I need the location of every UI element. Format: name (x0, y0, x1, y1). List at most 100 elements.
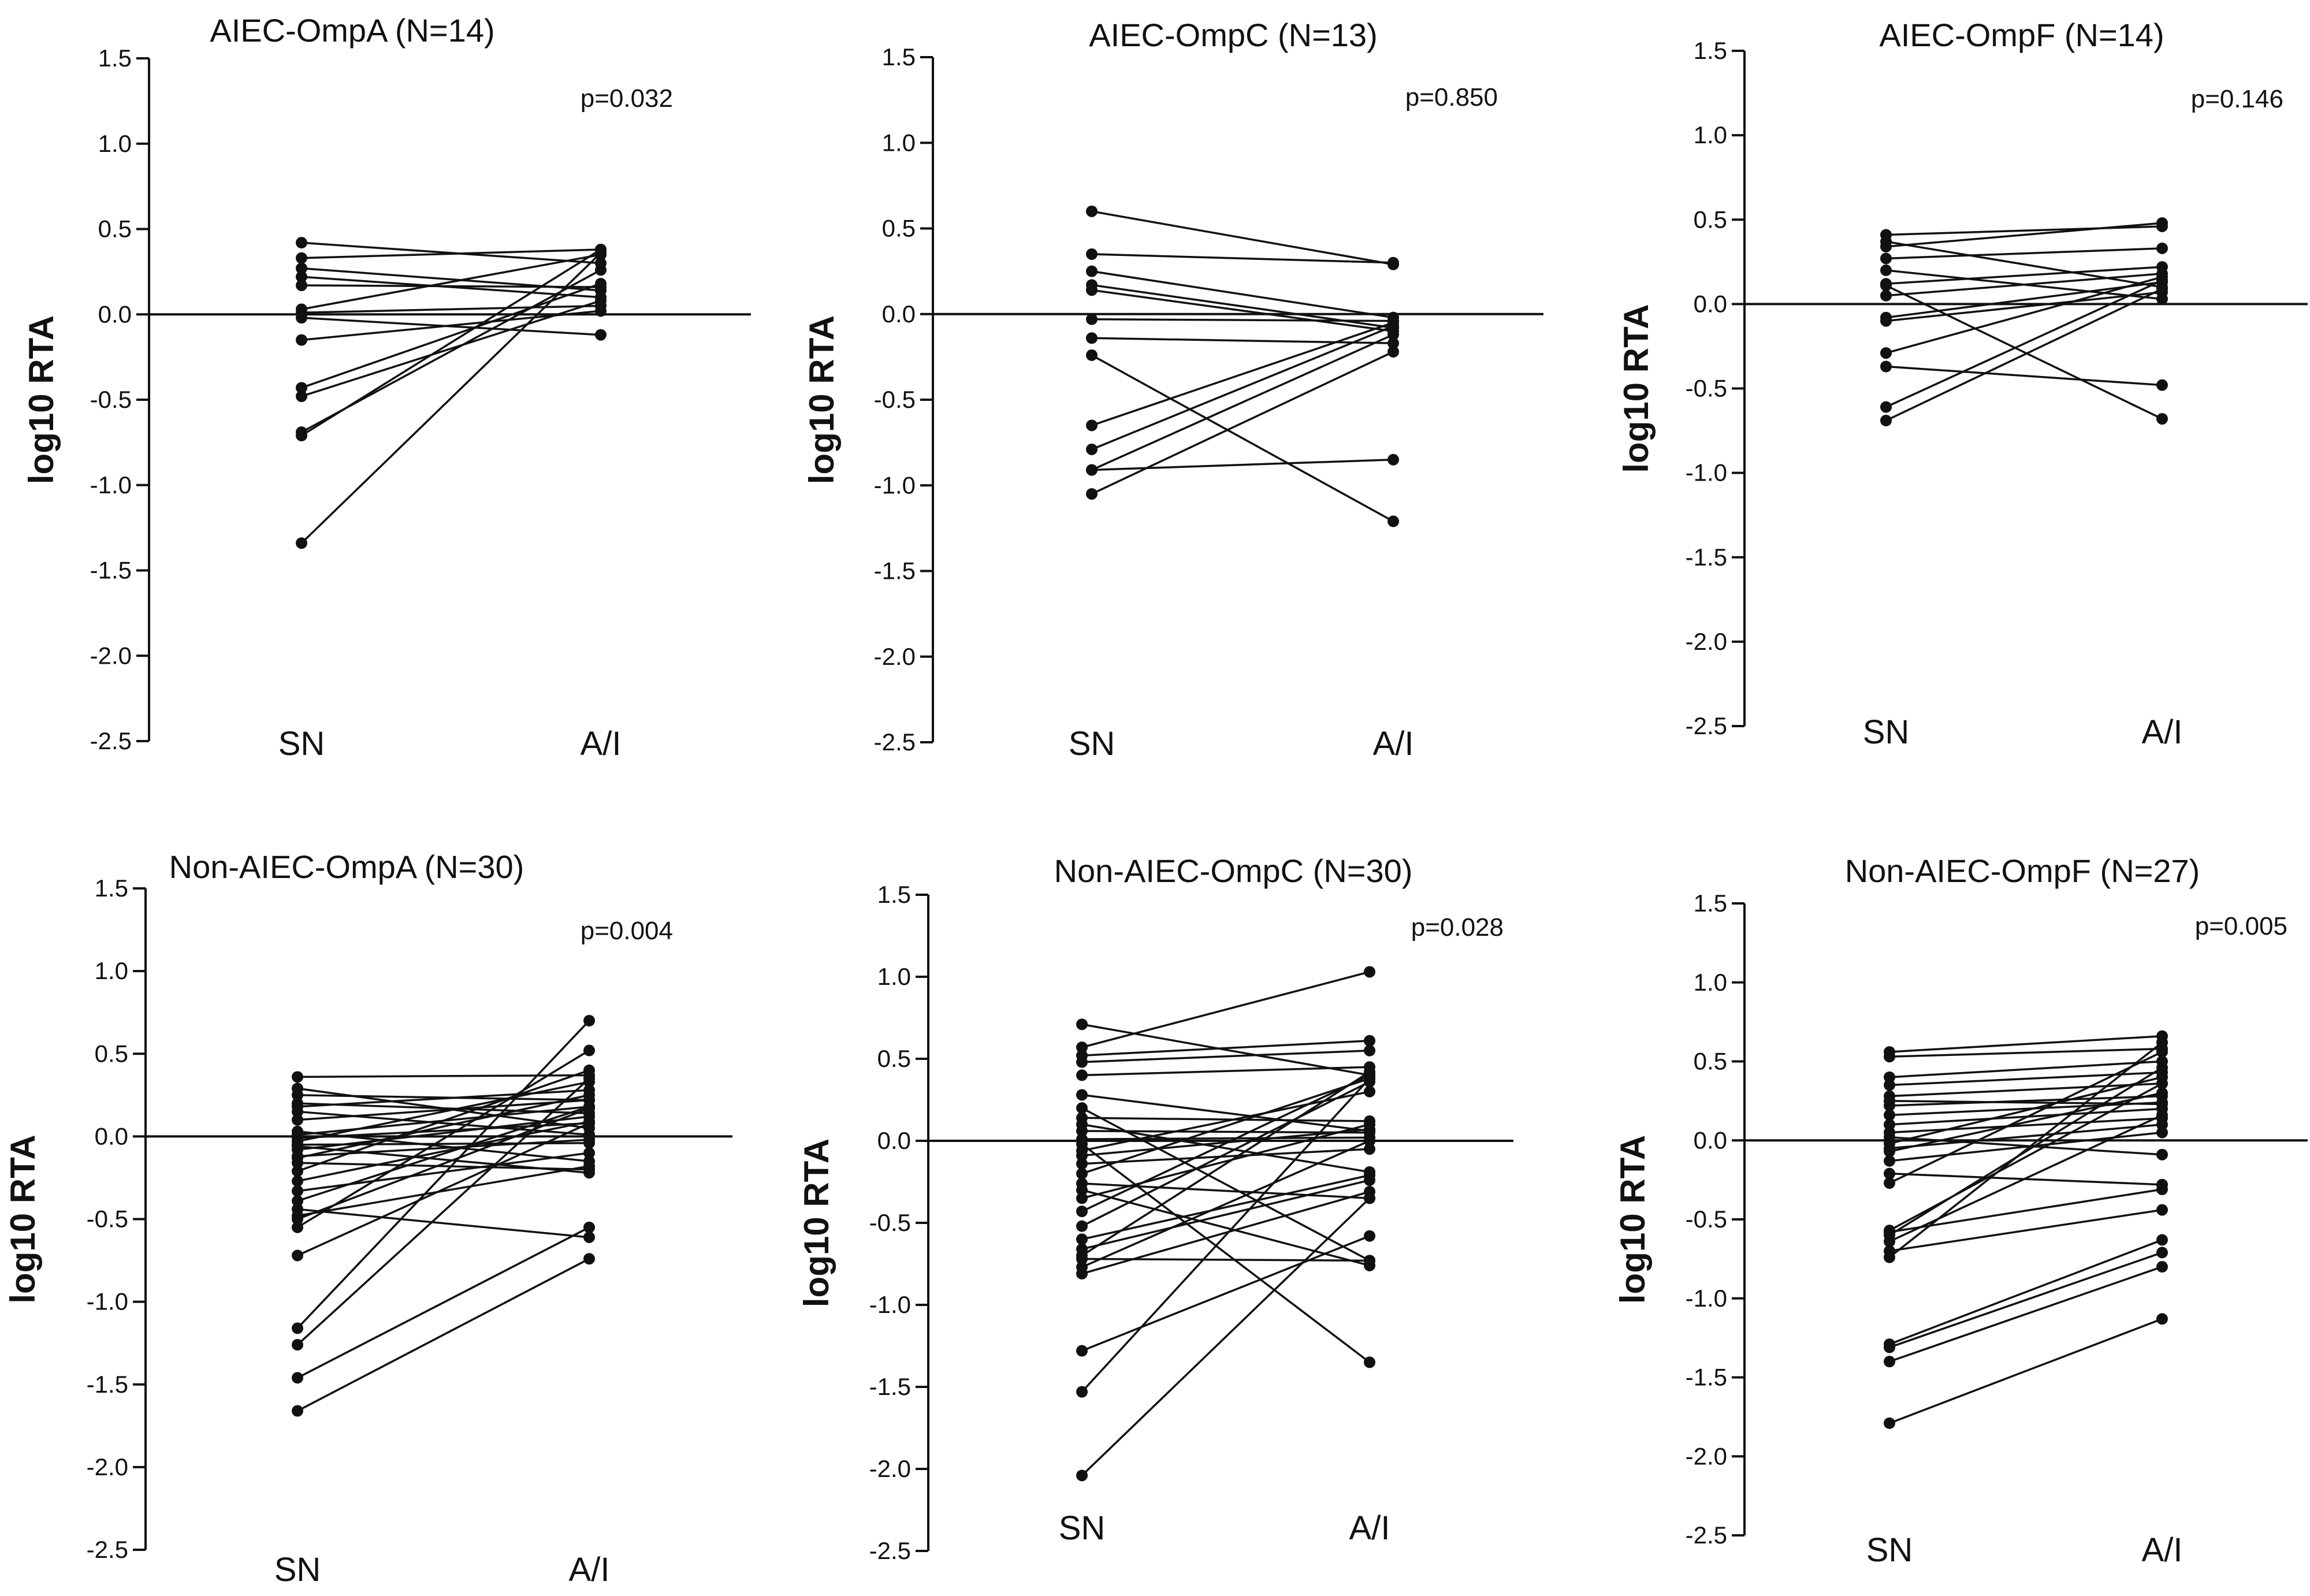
data-point-sn (1076, 1192, 1088, 1204)
paired-line (1889, 1318, 2163, 1424)
data-point-sn (292, 1071, 303, 1083)
paired-line (296, 1077, 590, 1346)
y-tick-label: 0.0 (1694, 1126, 1727, 1154)
y-tick-label: 1.0 (98, 130, 132, 157)
paired-line (297, 1258, 590, 1412)
data-point-ai (2156, 413, 2168, 425)
y-tick-label: 0.0 (95, 1122, 128, 1149)
data-point-sn (296, 252, 307, 264)
y-tick-label: 1.0 (1694, 121, 1727, 148)
y-tick-label: 1.5 (98, 44, 132, 72)
y-tick-label: -1.5 (87, 1371, 128, 1398)
data-point-ai (1364, 1192, 1375, 1204)
paired-line (1889, 1208, 2163, 1252)
y-tick-label: -2.5 (1686, 712, 1727, 739)
y-tick-label: -0.5 (1686, 1206, 1727, 1233)
paired-line (1081, 1081, 1370, 1227)
y-tick-label: 1.5 (95, 875, 128, 902)
paired-line (1889, 1117, 2163, 1134)
p-value: p=0.850 (1405, 83, 1498, 111)
y-tick-label: -0.5 (87, 1206, 128, 1233)
y-tick-label: -2.0 (1686, 628, 1727, 655)
data-point-sn (1076, 1220, 1088, 1232)
paired-line (297, 1074, 590, 1078)
data-point-ai (583, 1015, 595, 1026)
data-point-sn (1076, 1089, 1088, 1101)
paired-line (297, 1081, 590, 1143)
y-axis-label: log10 RTA (3, 1134, 42, 1303)
y-tick-label: -1.5 (1686, 1364, 1727, 1391)
y-tick-label: 1.5 (1694, 890, 1727, 917)
y-tick-label: 1.0 (95, 957, 128, 984)
data-point-sn (296, 312, 307, 324)
y-tick-label: 1.5 (1694, 37, 1727, 64)
data-point-sn (292, 1175, 303, 1187)
y-tick-label: 1.5 (877, 881, 911, 908)
paired-line (301, 304, 601, 314)
paired-line (1081, 1136, 1370, 1140)
data-point-ai (583, 1231, 595, 1243)
y-tick-label: 0.0 (98, 300, 132, 328)
paired-line (1889, 1047, 2163, 1058)
paired-line (297, 1208, 590, 1238)
data-point-sn (1884, 1167, 1895, 1180)
data-point-ai (595, 278, 607, 290)
data-point-sn (1076, 1125, 1088, 1137)
paired-line (297, 1094, 590, 1159)
paired-line (1081, 1235, 1370, 1352)
paired-line (1091, 325, 1394, 451)
paired-line (297, 1165, 590, 1217)
x-category-label: SN (274, 1551, 321, 1588)
data-point-ai (1364, 966, 1375, 978)
data-point-sn (1076, 1233, 1088, 1245)
data-point-ai (583, 1102, 595, 1114)
paired-line (1081, 1123, 1370, 1200)
paired-line (297, 1089, 590, 1108)
y-tick-label: 0.5 (882, 215, 916, 242)
paired-line (297, 1122, 590, 1257)
y-tick-label: 1.0 (882, 129, 916, 156)
paired-line (1081, 1143, 1371, 1363)
paired-line (1885, 288, 2163, 422)
y-tick-label: 0.5 (877, 1045, 911, 1072)
data-point-sn (1086, 205, 1098, 217)
data-point-sn (1086, 349, 1098, 361)
paired-line (1081, 1130, 1370, 1134)
paired-line (1889, 1238, 2163, 1345)
paired-line (1889, 1066, 2163, 1236)
paired-line (1091, 459, 1394, 471)
p-value: p=0.028 (1411, 913, 1504, 942)
data-point-sn (1884, 1177, 1895, 1189)
x-category-label: SN (278, 725, 325, 762)
paired-line (1081, 1077, 1371, 1393)
data-point-ai (595, 305, 607, 317)
y-tick-label: -1.0 (87, 1288, 128, 1315)
y-tick-label: -1.0 (1686, 459, 1727, 486)
data-point-ai (1364, 1044, 1375, 1056)
paired-line (1081, 1123, 1370, 1173)
data-point-sn (1884, 1236, 1895, 1248)
data-point-sn (1076, 1069, 1088, 1081)
data-point-sn (1884, 1417, 1895, 1429)
y-tick-label: -0.5 (874, 386, 916, 413)
data-point-sn (1884, 1051, 1895, 1063)
panel-title: AIEC-OmpA (N=14) (210, 12, 494, 49)
x-category-label: SN (1863, 713, 1910, 751)
data-point-sn (1880, 280, 1892, 292)
data-point-ai (1388, 337, 1399, 349)
data-point-sn (296, 382, 307, 394)
data-point-sn (1086, 488, 1098, 500)
paired-line (1081, 1077, 1370, 1175)
data-point-sn (1086, 313, 1098, 325)
data-point-sn (292, 1372, 303, 1384)
paired-line (1885, 273, 2163, 297)
p-value: p=0.005 (2195, 912, 2287, 940)
paired-line (1091, 351, 1394, 495)
data-point-sn (1076, 1056, 1088, 1068)
paired-line (301, 317, 601, 336)
x-category-label: SN (1069, 725, 1115, 762)
paired-line (1091, 253, 1394, 264)
paired-line (1889, 1123, 2163, 1149)
